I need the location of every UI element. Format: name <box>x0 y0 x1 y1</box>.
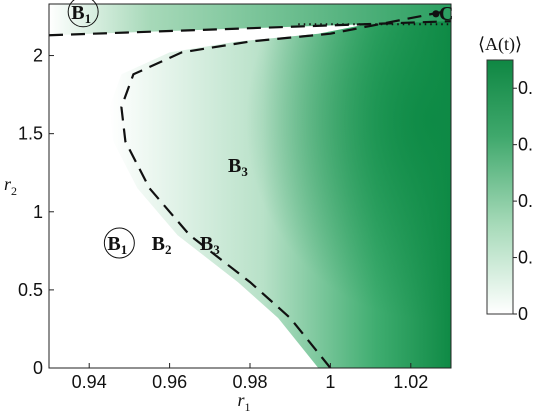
point-c-label: C <box>439 3 453 25</box>
x-tick-label: 0.94 <box>72 372 107 392</box>
x-tick-label: 1 <box>325 372 335 392</box>
colorbar-ticks: 0 0.1 0.2 0.3 0.4 <box>513 78 533 324</box>
top-dashed-line <box>49 20 451 37</box>
x-axis-ticks: 0.94 0.96 0.98 1 1.02 <box>72 363 428 392</box>
x-tick-label: 0.96 <box>152 372 187 392</box>
colorbar-gradient <box>486 59 514 315</box>
heatmap-hotspot <box>109 4 451 368</box>
y-tick-label: 0.5 <box>18 280 43 300</box>
y-tick-label: 1.5 <box>18 124 43 144</box>
y-axis-ticks: 0 0.5 1 1.5 2 <box>18 46 54 378</box>
y-axis-label: r2 <box>4 174 17 198</box>
x-axis-label: r1 <box>237 390 250 412</box>
heatmap-top-band <box>49 4 451 36</box>
plot-area <box>49 4 451 368</box>
y-tick-label: 2 <box>33 46 43 66</box>
x-tick-label: 0.98 <box>232 372 267 392</box>
colorbar-tick-label: 0.2 <box>518 191 533 211</box>
region-label-circle <box>103 227 135 259</box>
region-label-circle <box>67 0 99 28</box>
colorbar-tick-label: 0 <box>518 304 528 324</box>
colorbar-tick-label: 0.4 <box>518 78 533 98</box>
y-tick-label: 0 <box>33 358 43 378</box>
colorbar-tick-label: 0.1 <box>518 248 533 268</box>
y-tick-label: 1 <box>33 202 43 222</box>
dashed-boundary-line <box>120 10 444 368</box>
colorbar-tick-label: 0.3 <box>518 135 533 155</box>
point-c-marker <box>432 10 440 18</box>
colorbar: ⟨A(t)⟩ 0 0.1 0.2 0.3 0.4 <box>478 34 533 324</box>
x-tick-label: 1.02 <box>393 372 428 392</box>
colorbar-title: ⟨A(t)⟩ <box>478 34 522 55</box>
